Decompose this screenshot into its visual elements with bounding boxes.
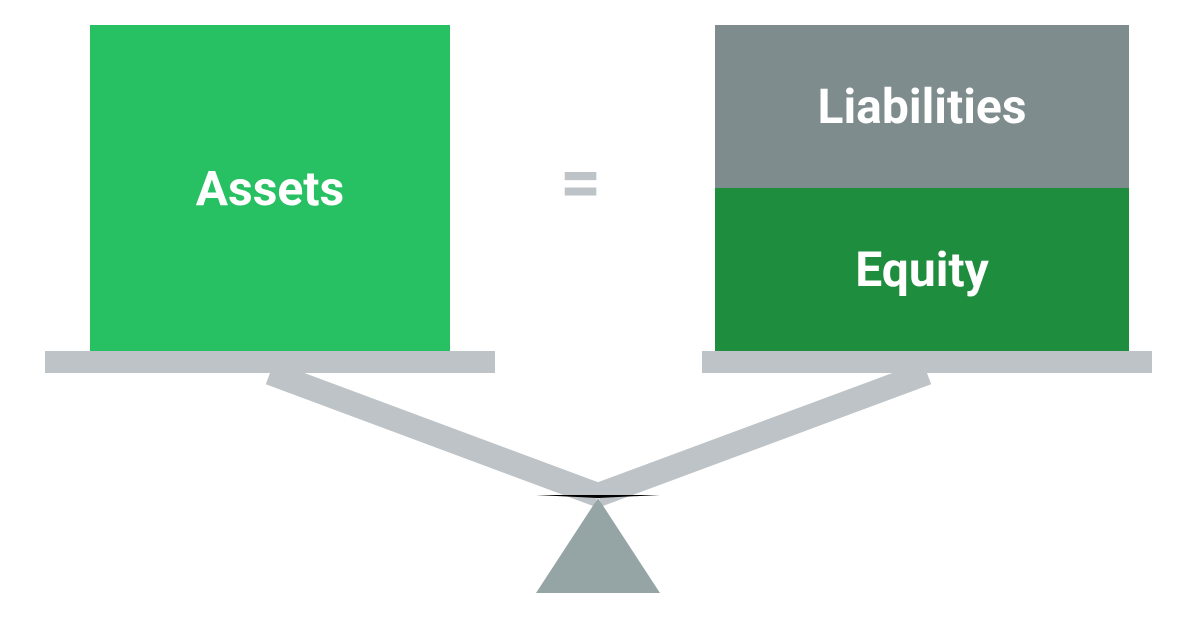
equity-label: Equity [855,241,989,298]
equals-sign: = [560,140,601,225]
scale-tray-left [45,351,495,373]
equity-block: Equity [715,188,1129,351]
assets-label: Assets [196,160,344,217]
assets-block: Assets [90,25,450,351]
equals-symbol: = [560,140,601,225]
scale-tray-right [702,351,1152,373]
balance-diagram: Assets Liabilities Equity = [0,0,1200,643]
liabilities-label: Liabilities [818,78,1027,135]
liabilities-block: Liabilities [715,25,1129,188]
scale-fulcrum [536,495,660,593]
scale-arm-right [598,373,927,495]
scale-arm-left [270,373,598,495]
